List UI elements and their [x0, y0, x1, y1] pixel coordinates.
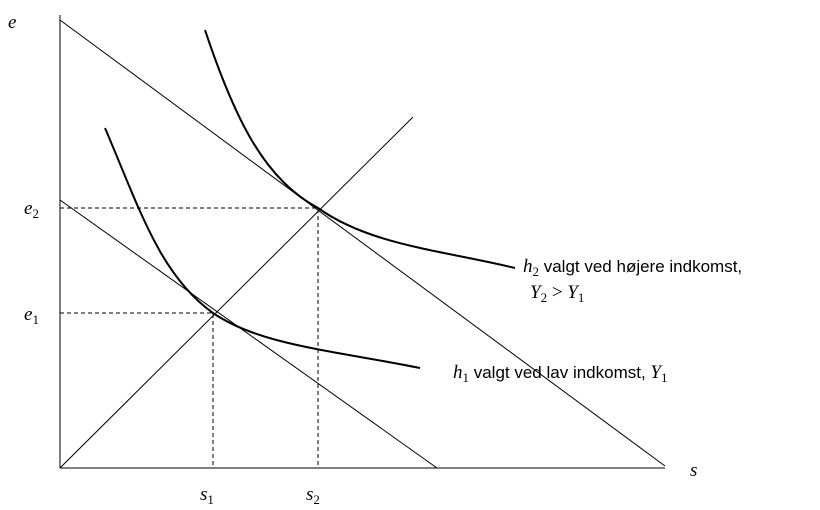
- annotation: h2 valgt ved højere indkomst,: [523, 256, 742, 279]
- guide-e2-s2: [60, 207, 319, 468]
- text-segment: 1: [578, 290, 585, 305]
- text-segment: s: [306, 484, 313, 505]
- text-segment: valgt ved højere indkomst,: [539, 257, 742, 276]
- budget-line-low: [59, 199, 438, 469]
- indifference-curve-h2: [204, 29, 516, 269]
- text-segment: h: [453, 362, 463, 383]
- text-segment: >: [547, 282, 567, 303]
- annotation: h1 valgt ved lav indkomst, Y1: [453, 362, 668, 385]
- text-segment: s: [690, 460, 697, 481]
- text-segment: e: [8, 12, 16, 33]
- x-axis-label: s: [690, 460, 697, 481]
- tick-label: e2: [24, 198, 39, 221]
- text-segment: 1: [207, 492, 214, 507]
- text-segment: valgt ved lav indkomst,: [469, 363, 650, 382]
- text-segment: Y: [530, 282, 543, 303]
- text-segment: e: [24, 198, 32, 219]
- text-segment: 1: [661, 370, 668, 385]
- text-segment: 2: [32, 206, 39, 221]
- text-segment: s: [200, 484, 207, 505]
- tick-label: e1: [24, 304, 39, 327]
- text-segment: 2: [541, 290, 548, 305]
- text-segment: 1: [32, 312, 39, 327]
- y-axis-label: e: [8, 12, 16, 33]
- text-segment: h: [523, 256, 533, 277]
- diagonal: [59, 116, 414, 469]
- text-segment: Y: [567, 282, 580, 303]
- annotation: Y2 > Y1: [530, 282, 584, 305]
- indifference-curve-h1: [104, 127, 421, 369]
- tick-label: s1: [200, 484, 214, 507]
- text-segment: e: [24, 304, 32, 325]
- tick-label: s2: [306, 484, 320, 507]
- text-segment: 1: [463, 370, 470, 385]
- guide-e1-s1: [60, 312, 214, 468]
- text-segment: 2: [533, 264, 540, 279]
- text-segment: 2: [313, 492, 320, 507]
- budget-line-high: [59, 19, 666, 467]
- text-segment: Y: [650, 362, 663, 383]
